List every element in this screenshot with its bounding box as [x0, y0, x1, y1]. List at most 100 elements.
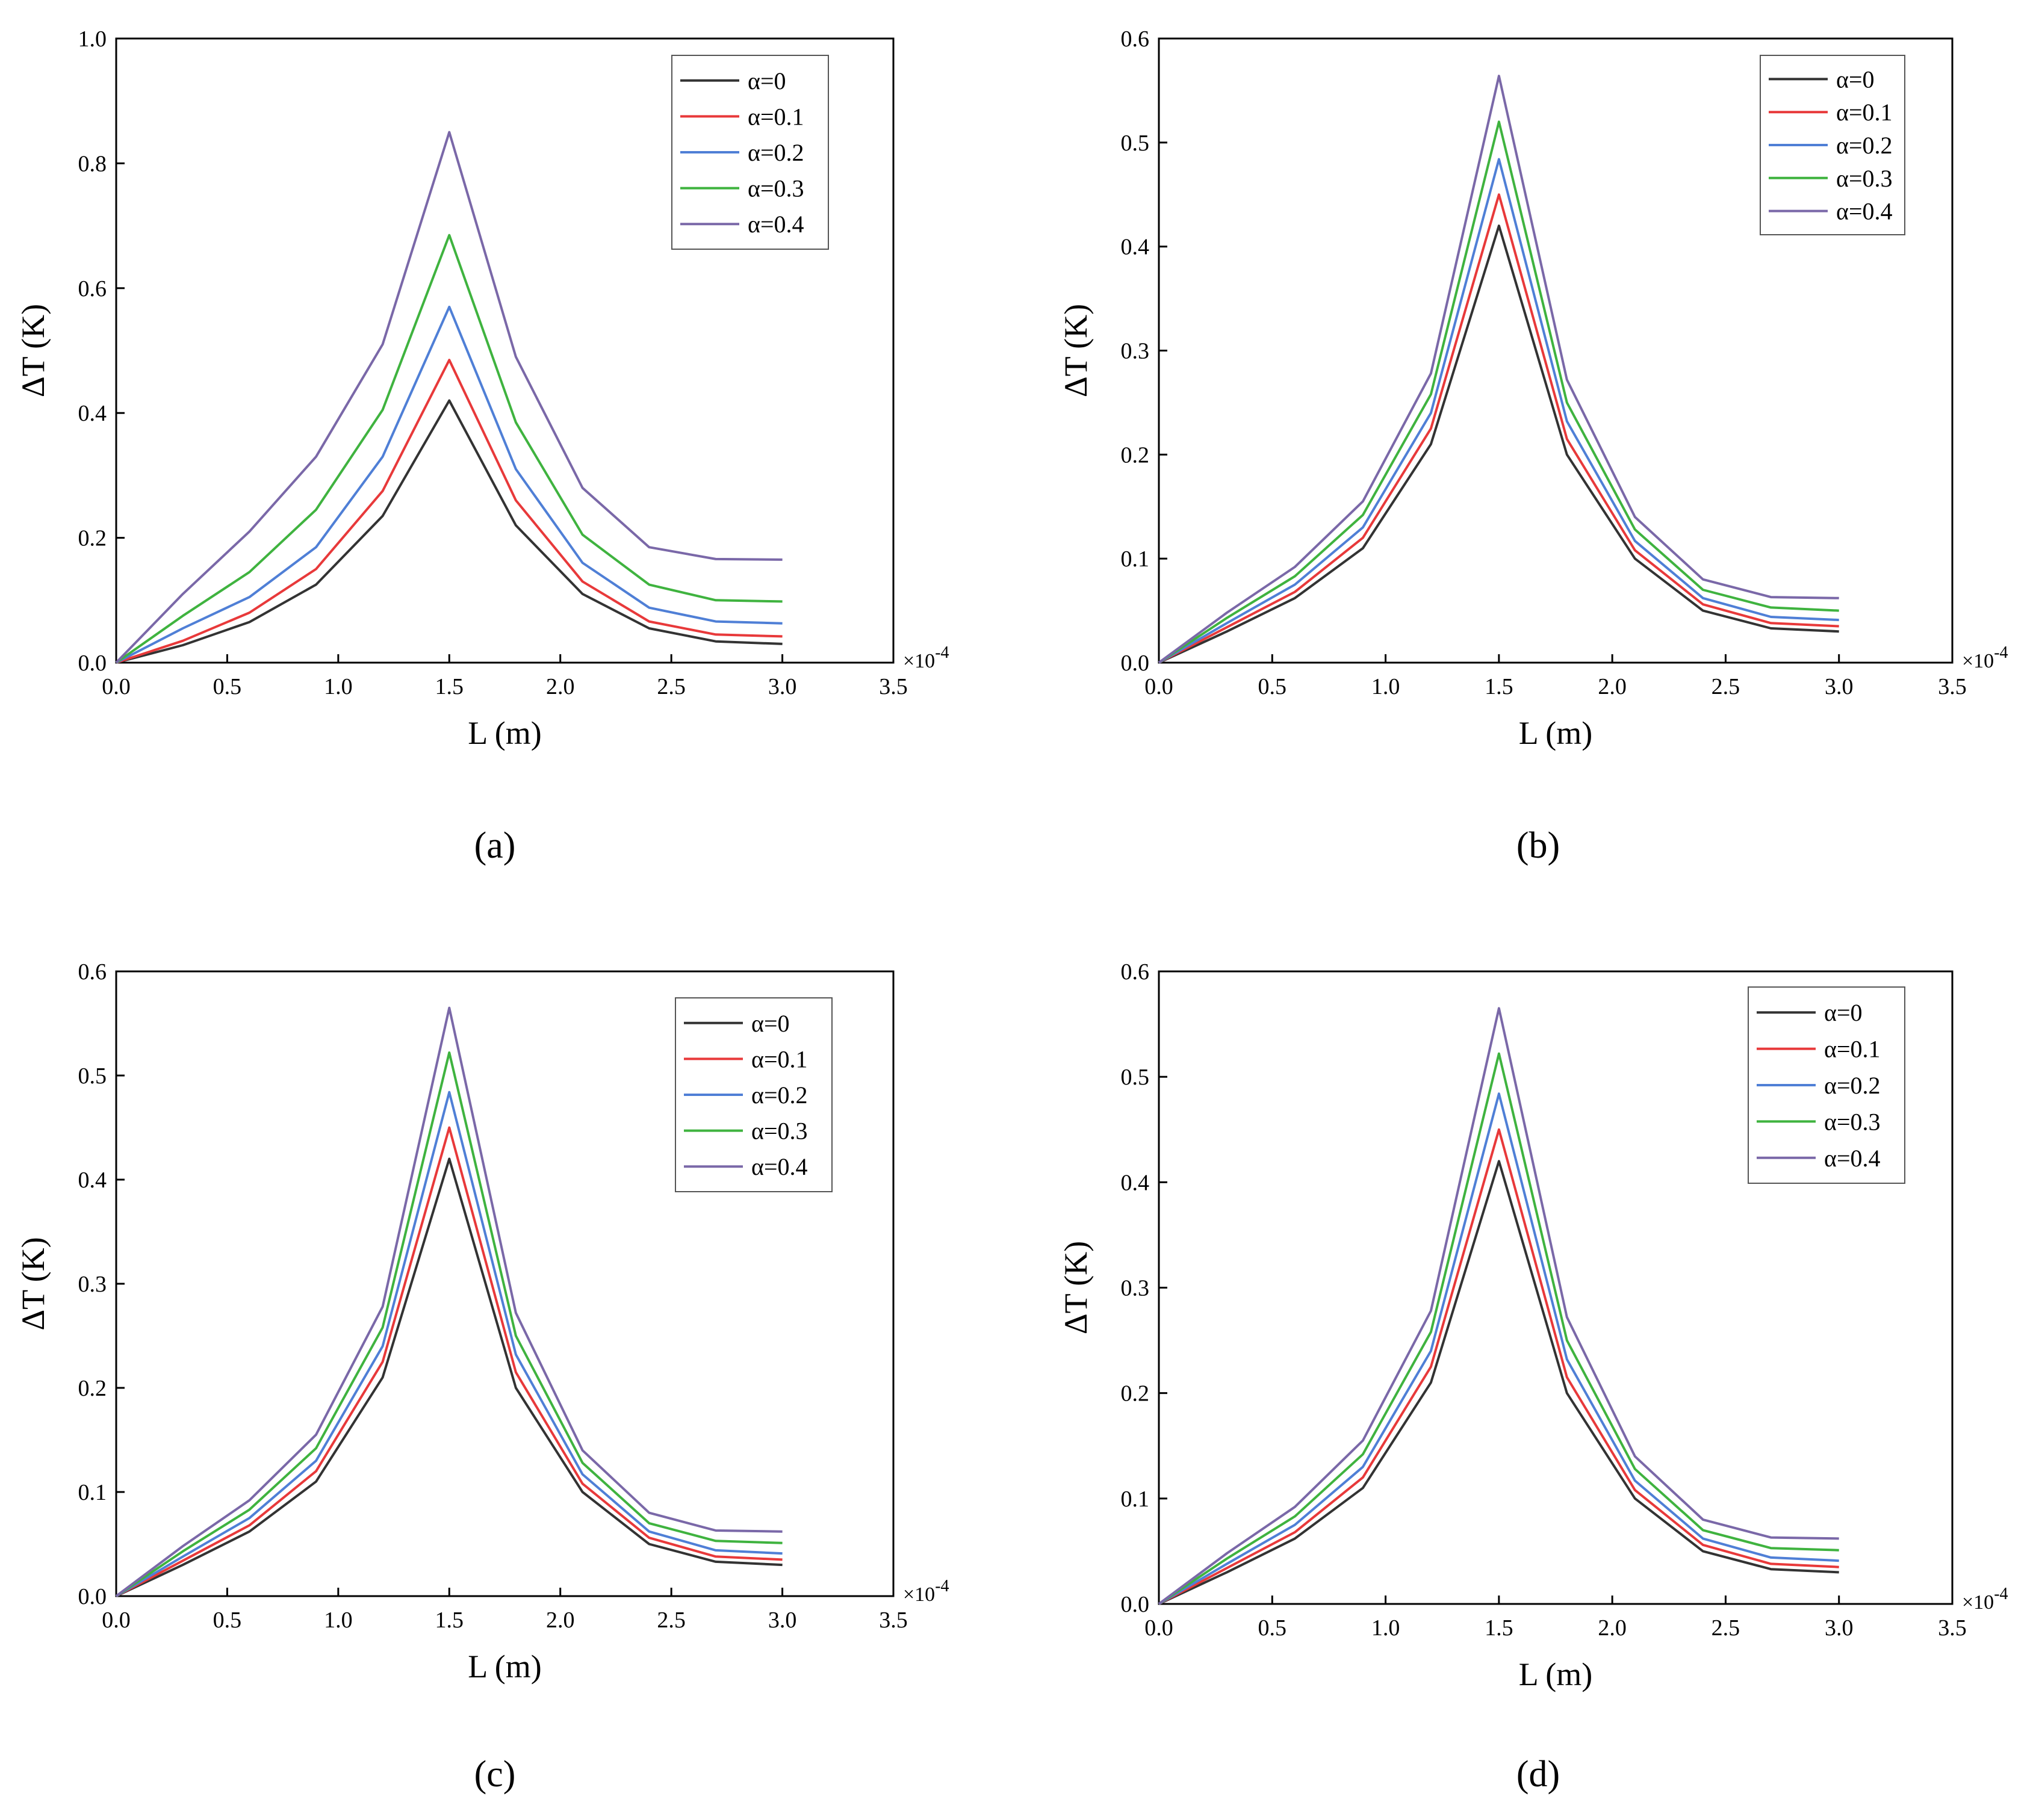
legend-label: α=0.3: [748, 175, 804, 202]
panel-caption: (a): [474, 825, 516, 866]
y-tick-label: 0.3: [1121, 339, 1150, 364]
x-multiplier-exponent: -4: [1994, 643, 2008, 662]
x-tick-label: 0.0: [1144, 1615, 1173, 1641]
x-tick-label: 2.0: [546, 674, 575, 699]
panel-a: 0.0 0.5 1.0 1.5 2.0 2.5 3.0 3.5 0.0 0.2 0.4 0.6 0.8 1…: [15, 26, 949, 866]
x-tick-label: 3.5: [1938, 1615, 1967, 1641]
x-tick-label: 2.5: [657, 1608, 686, 1633]
y-tick-label: 0.5: [1121, 131, 1150, 156]
x-tick-label: 0.5: [213, 1608, 242, 1633]
x-tick-label: 0.0: [102, 1608, 131, 1633]
y-tick-label: 0.5: [1121, 1065, 1150, 1090]
x-tick-label: 3.0: [1825, 1615, 1854, 1641]
y-tick-label: 0.4: [1121, 235, 1150, 260]
legend-label: α=0.1: [1824, 1036, 1881, 1063]
y-tick-label: 0.6: [1121, 26, 1150, 52]
series-line: [115, 131, 783, 664]
series-line: [115, 1091, 783, 1597]
y-tick-label: 0.2: [1121, 442, 1150, 468]
panel-b: 0.0 0.5 1.0 1.5 2.0 2.5 3.0 3.5 0.0 0.1 0.2 0.3 0.4 0…: [1058, 26, 2008, 866]
x-tick-label: 2.5: [1712, 1615, 1740, 1641]
legend-label: α=0.3: [1836, 165, 1893, 192]
legend-label: α=0.4: [1836, 198, 1893, 225]
y-tick-label: 1.0: [78, 26, 107, 52]
series-line: [115, 1051, 783, 1597]
y-tick-label: 0.5: [78, 1063, 107, 1089]
x-multiplier-exponent: -4: [935, 1577, 949, 1596]
series-line: [1158, 158, 1839, 664]
y-axis-label: ΔT (K): [15, 304, 51, 397]
legend-label: α=0: [751, 1010, 790, 1037]
y-tick-label: 0.6: [78, 959, 107, 985]
series-line: [1158, 224, 1839, 664]
legend-label: α=0: [748, 67, 786, 94]
x-multiplier-exponent: -4: [1994, 1585, 2008, 1603]
series-line: [116, 359, 783, 664]
x-tick-label: 2.0: [1598, 1615, 1627, 1641]
series-line: [1158, 1052, 1839, 1605]
panel-c: 0.0 0.5 1.0 1.5 2.0 2.5 3.0 3.5 0.0 0.1 0.2 0.3 0.4 0…: [15, 959, 949, 1795]
y-tick-label: 0.8: [78, 151, 107, 176]
x-tick-label: 3.5: [879, 1608, 908, 1633]
x-tick-label: 1.5: [1485, 1615, 1513, 1641]
x-tick-label: 1.5: [435, 1608, 464, 1633]
y-tick-label: 0.6: [1121, 959, 1150, 985]
series-line: [1158, 193, 1839, 664]
x-tick-label: 1.5: [435, 674, 464, 699]
y-tick-label: 0.0: [78, 651, 107, 676]
y-tick-label: 0.0: [78, 1584, 107, 1609]
y-tick-label: 0.3: [1121, 1276, 1150, 1301]
y-tick-label: 0.6: [78, 276, 107, 302]
series-line: [116, 1126, 783, 1597]
y-axis-label: ΔT (K): [15, 1237, 51, 1330]
y-tick-label: 0.0: [1121, 1592, 1150, 1617]
y-tick-label: 0.0: [1121, 651, 1150, 676]
x-tick-label: 1.0: [324, 1608, 353, 1633]
x-axis-label: L (m): [468, 1648, 541, 1685]
plot-frame: [115, 37, 895, 664]
series-line: [116, 399, 783, 664]
x-tick-label: 3.0: [1825, 674, 1854, 699]
y-tick-label: 0.4: [1121, 1170, 1150, 1195]
x-tick-label: 0.0: [1144, 674, 1173, 699]
series-line: [115, 234, 783, 664]
y-tick-label: 0.2: [78, 526, 107, 551]
series-line: [1158, 1007, 1839, 1605]
y-tick-label: 0.1: [1121, 1487, 1150, 1512]
x-tick-label: 0.5: [1258, 1615, 1287, 1641]
x-tick-label: 1.0: [1371, 674, 1400, 699]
x-tick-label: 3.0: [768, 1608, 797, 1633]
panel-caption: (b): [1516, 825, 1560, 866]
x-tick-label: 2.0: [546, 1608, 575, 1633]
legend-label: α=0.3: [1824, 1108, 1881, 1135]
x-tick-label: 2.5: [657, 674, 686, 699]
y-tick-label: 0.2: [1121, 1381, 1150, 1407]
legend-label: α=0.4: [1824, 1145, 1881, 1172]
legend-label: α=0.2: [751, 1082, 808, 1109]
y-tick-label: 0.1: [78, 1480, 107, 1505]
x-axis-label: L (m): [1519, 1656, 1592, 1692]
x-axis-label: L (m): [468, 715, 541, 751]
x-multiplier-exponent: -4: [935, 643, 949, 662]
x-tick-label: 3.5: [879, 674, 908, 699]
x-tick-label: 0.5: [213, 674, 242, 699]
legend-label: α=0.2: [1824, 1072, 1881, 1099]
series-line: [116, 305, 783, 664]
x-tick-label: 3.5: [1938, 674, 1967, 699]
legend-label: α=0.2: [748, 139, 804, 166]
series-line: [1158, 120, 1839, 664]
series-line: [116, 1157, 783, 1597]
y-axis-label: ΔT (K): [1058, 304, 1094, 397]
x-multiplier: ×10-4: [903, 1577, 949, 1606]
y-tick-label: 0.2: [78, 1376, 107, 1401]
x-tick-label: 0.0: [102, 674, 131, 699]
legend-label: α=0: [1836, 66, 1875, 93]
x-tick-label: 1.0: [324, 674, 353, 699]
x-multiplier: ×10-4: [1962, 643, 2008, 672]
legend-label: α=0.2: [1836, 132, 1893, 159]
y-axis-label: ΔT (K): [1058, 1241, 1094, 1334]
series-line: [1158, 1128, 1839, 1605]
x-tick-label: 1.5: [1485, 674, 1513, 699]
series-line: [1158, 1160, 1839, 1605]
